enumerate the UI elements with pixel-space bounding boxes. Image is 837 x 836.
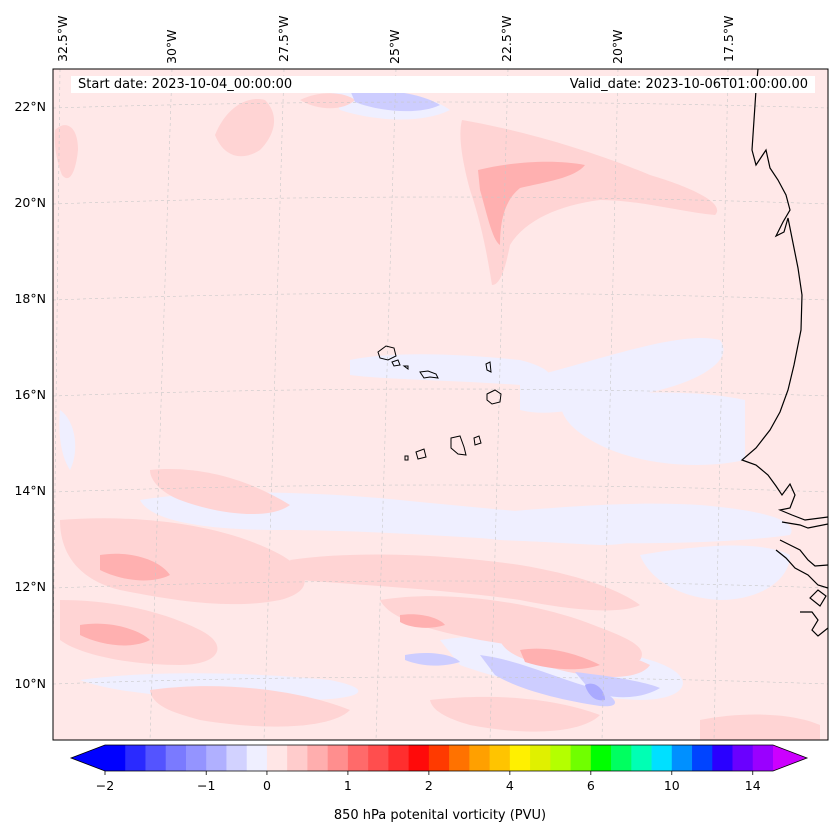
stronger-positive-regions (80, 161, 600, 670)
lat-label: 12°N (14, 579, 46, 594)
colorbar-cell (347, 745, 369, 771)
colorbar-cell (631, 745, 652, 771)
colorbar-cell (611, 745, 632, 771)
lat-label: 18°N (14, 291, 46, 306)
colorbar-cell (671, 745, 693, 771)
colorbar-tick-label: 6 (587, 778, 595, 793)
colorbar-tick-label: 1 (344, 778, 352, 793)
coastline (740, 69, 828, 637)
lon-label: 22.5°W (499, 16, 514, 62)
colorbar-cell (530, 745, 551, 771)
lat-label: 14°N (14, 483, 46, 498)
lon-label: 30°W (164, 29, 179, 64)
start-date-label: Start date: 2023-10-04_00:00:00 (71, 76, 535, 93)
positive-vorticity-regions (54, 93, 820, 740)
map-frame (52, 68, 829, 741)
colorbar-cell (570, 745, 592, 771)
colorbar-cell (469, 745, 490, 771)
colorbar-cell (449, 745, 470, 771)
colorbar-cell (287, 745, 308, 771)
lat-label: 16°N (14, 387, 46, 402)
latitude-labels: 22°N 20°N 18°N 16°N 14°N 12°N 10°N (14, 99, 46, 691)
colorbar-cell (732, 745, 754, 771)
colorbar-cell (651, 745, 673, 771)
colorbar-cell (206, 745, 227, 771)
valid-date-label: Valid_date: 2023-10-06T01:00:00.00 (521, 76, 815, 93)
colorbar-cell (327, 745, 349, 771)
colorbar: −2 −1 0 1 2 4 6 10 14 (69, 744, 809, 793)
lat-label: 22°N (14, 99, 46, 114)
colorbar-cell (185, 745, 207, 771)
lon-label: 32.5°W (55, 16, 70, 62)
colorbar-cell (246, 745, 268, 771)
colorbar-cell (428, 745, 450, 771)
colorbar-cell (266, 745, 288, 771)
colorbar-cell (165, 745, 187, 771)
colorbar-cell (590, 745, 612, 771)
colorbar-tick-label: 10 (664, 778, 680, 793)
cape-verde-islands (377, 345, 502, 461)
colorbar-cell (489, 745, 511, 771)
colorbar-cell (145, 745, 167, 771)
colorbar-cell (692, 745, 713, 771)
colorbar-tick-label: 4 (506, 778, 514, 793)
colorbar-cell (368, 745, 389, 771)
colorbar-tick-label: 2 (425, 778, 433, 793)
colorbar-ticks: −2 −1 0 1 2 4 6 10 14 (96, 771, 761, 793)
colorbar-cell (712, 745, 733, 771)
negative-vorticity-regions (59, 88, 792, 700)
colorbar-cell (550, 745, 571, 771)
colorbar-cell (307, 745, 329, 771)
lat-label: 20°N (14, 195, 46, 210)
lon-label: 17.5°W (721, 16, 736, 62)
colorbar-extend-low (71, 745, 105, 771)
colorbar-cells (105, 745, 774, 771)
lon-label: 20°W (610, 29, 625, 64)
longitude-labels: 32.5°W 30°W 27.5°W 25°W 22.5°W 20°W 17.5… (55, 16, 736, 64)
map-panel (53, 69, 828, 740)
colorbar-cell (408, 745, 430, 771)
colorbar-cell (125, 745, 146, 771)
colorbar-tick-label: 14 (745, 778, 761, 793)
colorbar-cell (509, 745, 531, 771)
colorbar-cell (105, 745, 126, 771)
colorbar-cell (388, 745, 410, 771)
lon-label: 27.5°W (276, 16, 291, 62)
colorbar-cell (752, 745, 774, 771)
lat-label: 10°N (14, 676, 46, 691)
colorbar-cell (226, 745, 248, 771)
colorbar-extend-high (773, 745, 807, 771)
colorbar-tick-label: −1 (197, 778, 215, 793)
colorbar-tick-label: −2 (96, 778, 114, 793)
colorbar-tick-label: 0 (263, 778, 271, 793)
lon-label: 25°W (387, 29, 402, 64)
colorbar-label: 850 hPa potenital vorticity (PVU) (333, 808, 547, 823)
